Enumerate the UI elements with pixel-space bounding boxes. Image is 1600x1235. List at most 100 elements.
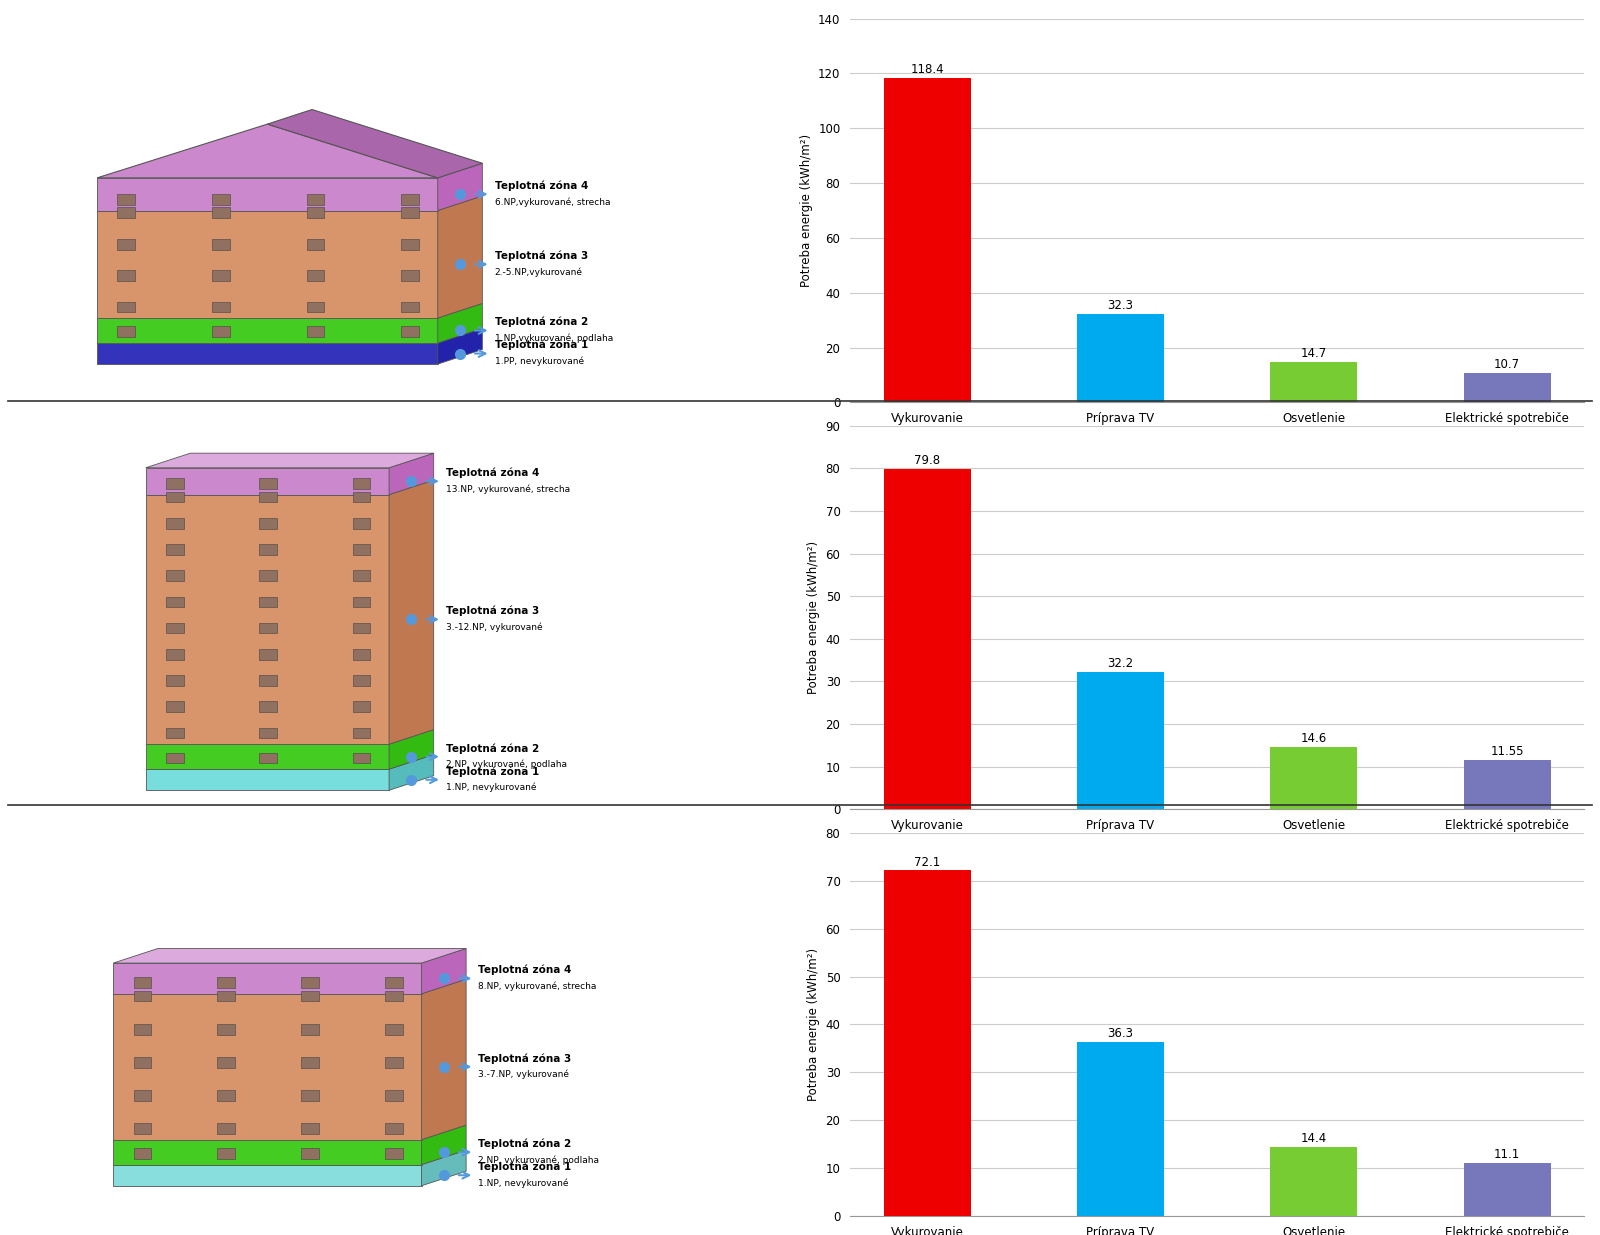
Text: Teplotná zóna 3: Teplotná zóna 3 — [494, 251, 587, 261]
Polygon shape — [146, 769, 389, 790]
Polygon shape — [259, 676, 277, 685]
Text: 118.4: 118.4 — [910, 63, 944, 75]
Bar — [1464, 373, 1550, 403]
Polygon shape — [213, 207, 230, 219]
Polygon shape — [117, 270, 136, 280]
Text: Teplotná zóna 4: Teplotná zóna 4 — [494, 180, 587, 191]
Polygon shape — [301, 977, 318, 988]
Polygon shape — [114, 994, 421, 1140]
Polygon shape — [259, 648, 277, 659]
Polygon shape — [438, 304, 482, 343]
Polygon shape — [301, 1149, 318, 1158]
Polygon shape — [259, 492, 277, 503]
Bar — [1077, 314, 1163, 403]
Polygon shape — [218, 1057, 235, 1068]
Text: Teplotná zóna 4: Teplotná zóna 4 — [478, 965, 571, 976]
Polygon shape — [259, 622, 277, 634]
Text: 1.PP, nevykurované: 1.PP, nevykurované — [494, 357, 584, 366]
Polygon shape — [386, 1091, 403, 1100]
Polygon shape — [402, 301, 419, 312]
Polygon shape — [389, 755, 434, 790]
Y-axis label: Potreba energie (kWh/m²): Potreba energie (kWh/m²) — [800, 133, 813, 287]
Polygon shape — [402, 238, 419, 249]
Polygon shape — [146, 468, 389, 495]
Polygon shape — [307, 326, 325, 337]
Text: 3.-7.NP, vykurované: 3.-7.NP, vykurované — [478, 1070, 570, 1079]
Polygon shape — [421, 1125, 466, 1165]
Polygon shape — [352, 648, 371, 659]
Polygon shape — [166, 752, 184, 763]
Text: 6.NP,vykurované, strecha: 6.NP,vykurované, strecha — [494, 198, 610, 206]
Text: 1.NP,vykurované, podlaha: 1.NP,vykurované, podlaha — [494, 333, 613, 343]
Polygon shape — [389, 453, 434, 495]
Polygon shape — [259, 545, 277, 555]
Polygon shape — [146, 745, 389, 769]
Polygon shape — [386, 1057, 403, 1068]
Polygon shape — [166, 648, 184, 659]
Text: 1.NP, nevykurované: 1.NP, nevykurované — [446, 783, 536, 793]
Polygon shape — [166, 701, 184, 713]
Polygon shape — [402, 270, 419, 280]
Polygon shape — [438, 329, 482, 364]
Polygon shape — [301, 1123, 318, 1134]
Polygon shape — [389, 480, 434, 745]
Polygon shape — [352, 597, 371, 608]
Bar — [1270, 747, 1357, 809]
Polygon shape — [259, 571, 277, 580]
Text: 2.NP, vykurované, podlaha: 2.NP, vykurované, podlaha — [446, 760, 566, 769]
Polygon shape — [134, 1024, 152, 1035]
Polygon shape — [218, 977, 235, 988]
X-axis label: Energia v budove: Energia v budove — [1162, 431, 1272, 443]
X-axis label: Energia v budove: Energia v budove — [1162, 837, 1272, 851]
Polygon shape — [402, 326, 419, 337]
Polygon shape — [117, 238, 136, 249]
Y-axis label: Potreba energie (kWh/m²): Potreba energie (kWh/m²) — [806, 541, 821, 694]
Bar — [1077, 1042, 1163, 1216]
Text: 2.NP, vykurované, podlaha: 2.NP, vykurované, podlaha — [478, 1155, 600, 1165]
Polygon shape — [386, 1123, 403, 1134]
Bar — [1464, 1163, 1550, 1216]
Text: Teplotná zóna 4: Teplotná zóna 4 — [446, 468, 539, 478]
Polygon shape — [218, 1149, 235, 1158]
Text: 10.7: 10.7 — [1494, 358, 1520, 372]
Polygon shape — [267, 110, 482, 178]
Polygon shape — [307, 270, 325, 280]
Polygon shape — [166, 571, 184, 580]
Polygon shape — [307, 207, 325, 219]
Polygon shape — [421, 1150, 466, 1186]
Text: 72.1: 72.1 — [914, 856, 941, 868]
Polygon shape — [134, 1123, 152, 1134]
Text: 32.3: 32.3 — [1107, 299, 1133, 312]
Text: Teplotná zóna 1: Teplotná zóna 1 — [446, 766, 539, 777]
Text: 11.55: 11.55 — [1490, 745, 1523, 758]
Polygon shape — [301, 1057, 318, 1068]
Text: 79.8: 79.8 — [914, 454, 941, 467]
Bar — [1270, 1147, 1357, 1216]
Polygon shape — [134, 1091, 152, 1100]
Text: 14.7: 14.7 — [1301, 347, 1326, 361]
Text: 2.-5.NP,vykurované: 2.-5.NP,vykurované — [494, 267, 582, 277]
Polygon shape — [259, 701, 277, 713]
Polygon shape — [352, 517, 371, 529]
Polygon shape — [213, 238, 230, 249]
Polygon shape — [166, 517, 184, 529]
Polygon shape — [213, 270, 230, 280]
Polygon shape — [117, 326, 136, 337]
Polygon shape — [386, 1149, 403, 1158]
Polygon shape — [98, 124, 438, 178]
Polygon shape — [114, 963, 421, 994]
Polygon shape — [386, 990, 403, 1002]
Polygon shape — [166, 492, 184, 503]
Polygon shape — [421, 979, 466, 1140]
Polygon shape — [352, 492, 371, 503]
Polygon shape — [352, 701, 371, 713]
Polygon shape — [352, 752, 371, 763]
Polygon shape — [98, 178, 438, 210]
Text: Teplotná zóna 2: Teplotná zóna 2 — [494, 317, 587, 327]
Bar — [883, 78, 971, 403]
Polygon shape — [352, 478, 371, 489]
Text: 11.1: 11.1 — [1494, 1149, 1520, 1161]
Polygon shape — [114, 1140, 421, 1165]
Polygon shape — [166, 478, 184, 489]
Polygon shape — [166, 676, 184, 685]
